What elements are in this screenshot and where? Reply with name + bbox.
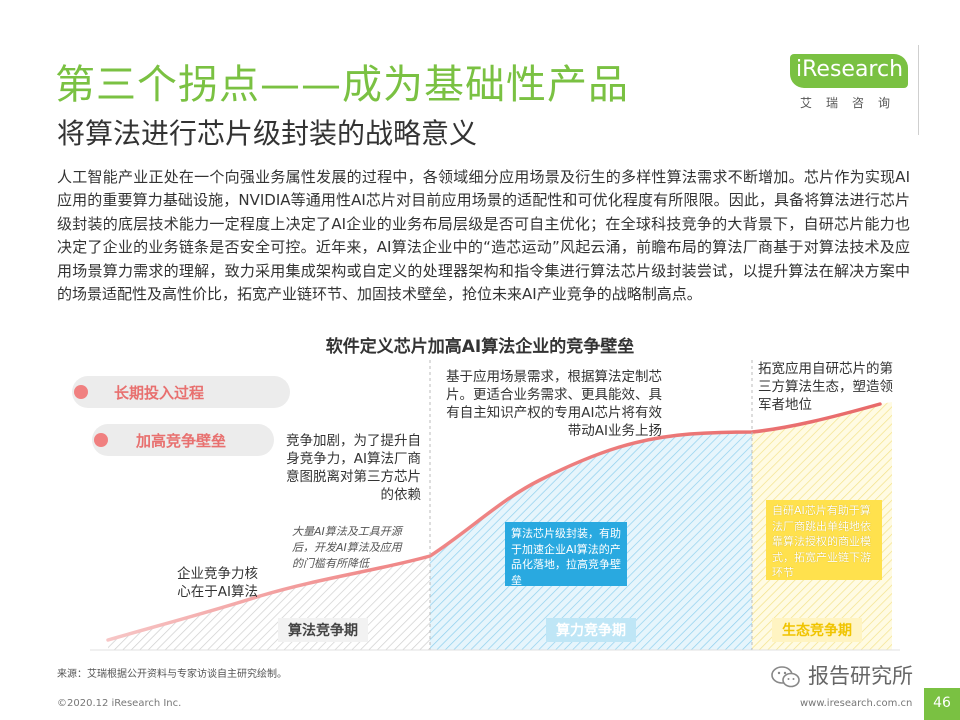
legend-pill-investment	[72, 376, 290, 408]
annotation-ecosystem: 拓宽应用自研芯片的第三方算法生态，塑造领军者地位	[758, 361, 893, 413]
legend-dot-investment	[74, 385, 88, 399]
legend-label-barrier: 加高竞争壁垒	[136, 432, 227, 450]
blue-info-text: 算法芯片级封装，有助于加速企业AI算法的产品化落地，拉高竞争壁垒	[511, 527, 621, 587]
website-url: www.iresearch.com.cn	[800, 698, 913, 709]
diagram-title: 软件定义芯片加高AI算法企业的竞争壁垒	[325, 337, 635, 357]
source-note: 来源：艾瑞根据公开资料与专家访谈自主研究绘制。	[57, 669, 287, 680]
annotation-core: 企业竞争力核心在于AI算法	[177, 566, 258, 600]
blue-info-box: 算法芯片级封装，有助于加速企业AI算法的产品化落地，拉高竞争壁垒	[505, 522, 627, 587]
annotation-open-source: 大量AI算法及工具开源后，开发AI算法及应用的门槛有所降低	[292, 525, 402, 570]
intro-paragraph: 人工智能产业正处在一个向强业务属性发展的过程中，各领域细分应用场景及衍生的多样性…	[57, 168, 910, 304]
iresearch-logo: iResearch 艾瑞咨询	[790, 54, 920, 110]
logo-cn: 艾瑞咨询	[800, 96, 905, 110]
legend-label-investment: 长期投入过程	[114, 384, 205, 402]
page-number: 46	[924, 688, 960, 720]
annotation-custom-chip: 基于应用场景需求，根据算法定制芯片。更适合业务需求、更具能效、具有自主知识产权的…	[446, 369, 662, 439]
logo-text: iResearch	[796, 57, 904, 82]
logo-mark	[790, 54, 908, 88]
yellow-info-text: 自研AI芯片有助于算法厂商跳出单纯地依靠算法授权的商业模式，拓宽产业链下游环节	[772, 504, 871, 579]
legend-pill-barrier	[92, 424, 274, 456]
stage-algorithm: 算法竞争期	[278, 618, 368, 642]
annotation-competition: 竞争加剧，为了提升自身竞争力，AI算法厂商意图脱离对第三方芯片的依赖	[286, 433, 421, 503]
watermark: 报告研究所	[808, 664, 913, 688]
page-title: 第三个拐点——成为基础性产品	[55, 62, 629, 108]
page-subtitle: 将算法进行芯片级封装的战略意义	[57, 117, 478, 150]
legend-dot-barrier	[94, 433, 108, 447]
stage-compute: 算力竞争期	[546, 618, 636, 642]
wechat-icon	[771, 666, 800, 688]
copyright: ©2020.12 iResearch Inc.	[57, 698, 182, 709]
header-divider	[918, 45, 919, 135]
yellow-info-box: 自研AI芯片有助于算法厂商跳出单纯地依靠算法授权的商业模式，拓宽产业链下游环节	[766, 500, 882, 580]
stage-ecosystem: 生态竞争期	[772, 618, 862, 642]
